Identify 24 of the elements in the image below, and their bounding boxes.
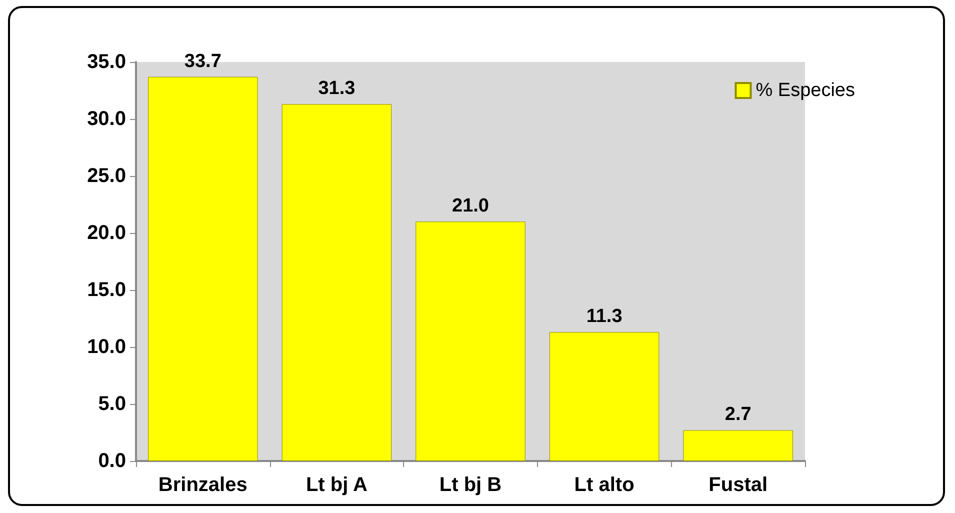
y-tick-label: 20.0: [87, 222, 126, 244]
data-label: 2.7: [724, 404, 752, 426]
x-tick-label: Lt alto: [574, 474, 634, 496]
bar: [683, 430, 793, 461]
y-tick-label: 0.0: [98, 450, 126, 472]
data-label: 11.3: [586, 306, 622, 328]
legend-label: % Especies: [756, 80, 856, 101]
y-tick-label: 35.0: [87, 51, 126, 73]
x-tick-label: Fustal: [708, 474, 768, 496]
y-tick-label: 25.0: [87, 165, 126, 187]
y-tick-label: 15.0: [87, 279, 126, 301]
bar: [416, 222, 526, 461]
x-tick-label: Brinzales: [158, 474, 248, 496]
y-tick-label: 5.0: [98, 393, 126, 415]
y-tick-label: 30.0: [87, 108, 126, 130]
bar: [148, 76, 258, 461]
bar: [282, 104, 392, 461]
x-tick-label: Lt bj B: [439, 474, 502, 496]
x-tick-label: Lt bj A: [306, 474, 368, 496]
data-label: 33.7: [184, 50, 222, 72]
bar: [549, 332, 660, 461]
data-label: 31.3: [318, 78, 356, 100]
y-tick-label: 10.0: [87, 336, 126, 358]
data-label: 21.0: [452, 196, 489, 217]
